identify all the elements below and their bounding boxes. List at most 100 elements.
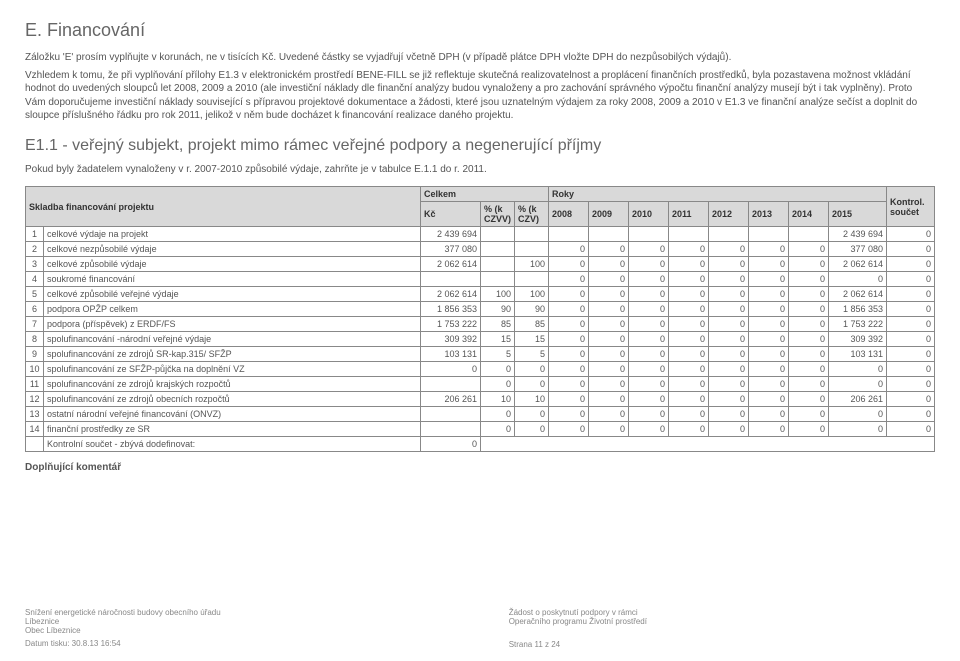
row-year-val: 0 [549, 242, 589, 257]
row-year-val: 1 753 222 [829, 317, 887, 332]
row-pct1: 0 [481, 407, 515, 422]
row-kc: 2 062 614 [421, 287, 481, 302]
table-total-row: Kontrolní součet - zbývá dodefinovat:0 [26, 437, 935, 452]
row-index: 3 [26, 257, 44, 272]
row-pct1: 0 [481, 362, 515, 377]
th-kc: Kč [421, 202, 481, 227]
row-label: spolufinancování ze zdrojů obecních rozp… [44, 392, 421, 407]
row-kc: 2 062 614 [421, 257, 481, 272]
row-year-val: 0 [629, 392, 669, 407]
row-kontrol: 0 [887, 272, 935, 287]
footer-project-name: Snížení energetické náročnosti budovy ob… [25, 608, 221, 617]
row-year-val: 0 [549, 302, 589, 317]
row-year-val [589, 227, 629, 242]
row-year-val: 0 [789, 422, 829, 437]
row-pct1: 0 [481, 422, 515, 437]
row-label: podpora (příspěvek) z ERDF/FS [44, 317, 421, 332]
row-year-val: 0 [629, 332, 669, 347]
row-year-val [629, 227, 669, 242]
row-index: 5 [26, 287, 44, 302]
row-year-val: 0 [709, 332, 749, 347]
row-year-val: 0 [709, 287, 749, 302]
row-kontrol: 0 [887, 422, 935, 437]
row-kontrol: 0 [887, 317, 935, 332]
table-row: 4soukromé financování000000000 [26, 272, 935, 287]
row-year-val [669, 227, 709, 242]
row-year-val: 0 [629, 287, 669, 302]
row-year-val: 0 [549, 317, 589, 332]
row-pct1: 15 [481, 332, 515, 347]
row-year-val: 0 [709, 347, 749, 362]
row-year-val: 0 [589, 347, 629, 362]
th-year: 2013 [749, 202, 789, 227]
row-year-val: 0 [629, 362, 669, 377]
row-pct1 [481, 257, 515, 272]
row-year-val [749, 227, 789, 242]
table-row: 5celkové způsobilé veřejné výdaje2 062 6… [26, 287, 935, 302]
row-year-val: 0 [789, 317, 829, 332]
row-year-val: 0 [749, 377, 789, 392]
row-label: spolufinancování -národní veřejné výdaje [44, 332, 421, 347]
row-year-val: 0 [709, 317, 749, 332]
row-year-val: 0 [549, 377, 589, 392]
table-row: 1celkové výdaje na projekt2 439 6942 439… [26, 227, 935, 242]
row-kc [421, 422, 481, 437]
row-index: 7 [26, 317, 44, 332]
row-year-val: 0 [789, 302, 829, 317]
footer-doc-type-1: Žádost o poskytnutí podpory v rámci [509, 608, 647, 617]
row-year-val: 0 [829, 272, 887, 287]
th-year: 2012 [709, 202, 749, 227]
row-pct2: 90 [515, 302, 549, 317]
row-pct1: 0 [481, 377, 515, 392]
row-year-val: 0 [749, 392, 789, 407]
row-year-val: 0 [789, 242, 829, 257]
th-pct-czv: % (k CZV) [515, 202, 549, 227]
table-row: 14finanční prostředky ze SR00000000000 [26, 422, 935, 437]
row-year-val: 0 [669, 422, 709, 437]
row-year-val: 0 [669, 302, 709, 317]
row-label: spolufinancování ze SFŽP-půjčka na dopln… [44, 362, 421, 377]
table-row: 10spolufinancování ze SFŽP-půjčka na dop… [26, 362, 935, 377]
row-year-val: 0 [709, 422, 749, 437]
row-year-val: 0 [709, 407, 749, 422]
row-year-val: 0 [789, 377, 829, 392]
row-year-val: 0 [829, 422, 887, 437]
row-year-val: 0 [669, 317, 709, 332]
row-kontrol: 0 [887, 257, 935, 272]
row-year-val: 0 [829, 377, 887, 392]
row-year-val: 0 [629, 272, 669, 287]
row-kc: 103 131 [421, 347, 481, 362]
row-label: finanční prostředky ze SR [44, 422, 421, 437]
row-year-val: 0 [749, 332, 789, 347]
row-label: soukromé financování [44, 272, 421, 287]
row-year-val: 0 [749, 257, 789, 272]
row-year-val: 0 [789, 272, 829, 287]
footer-page-num: Strana 11 z 24 [509, 640, 647, 649]
th-year: 2008 [549, 202, 589, 227]
row-year-val: 0 [669, 257, 709, 272]
row-year-val: 0 [629, 317, 669, 332]
row-year-val: 0 [669, 362, 709, 377]
total-val: 0 [421, 437, 481, 452]
row-kontrol: 0 [887, 227, 935, 242]
th-year: 2011 [669, 202, 709, 227]
page-title: E. Financování [25, 20, 935, 41]
row-year-val: 0 [669, 407, 709, 422]
row-pct1: 10 [481, 392, 515, 407]
row-pct2: 85 [515, 317, 549, 332]
row-kontrol: 0 [887, 407, 935, 422]
row-year-val: 0 [829, 407, 887, 422]
row-year-val: 0 [549, 422, 589, 437]
row-year-val: 0 [589, 257, 629, 272]
row-kc [421, 407, 481, 422]
row-year-val: 1 856 353 [829, 302, 887, 317]
row-year-val [709, 227, 749, 242]
table-row: 11spolufinancování ze zdrojů krajských r… [26, 377, 935, 392]
row-year-val: 0 [749, 407, 789, 422]
row-year-val: 0 [589, 242, 629, 257]
row-year-val: 0 [709, 302, 749, 317]
row-pct1: 85 [481, 317, 515, 332]
row-year-val: 0 [749, 302, 789, 317]
row-kc: 377 080 [421, 242, 481, 257]
row-pct2: 0 [515, 377, 549, 392]
